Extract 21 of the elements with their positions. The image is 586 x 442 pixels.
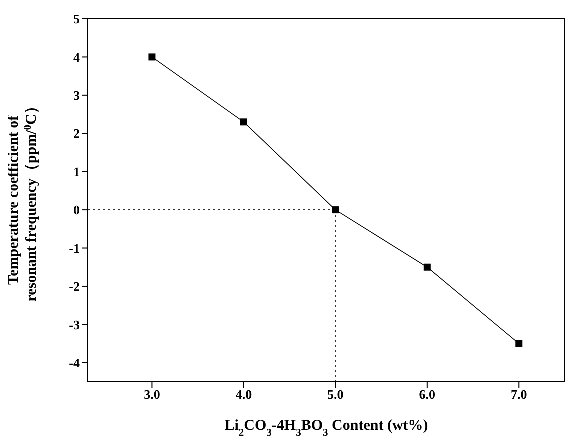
y-tick-label: 0 <box>74 202 80 218</box>
y-tick-label: 3 <box>74 88 80 104</box>
x-tick-label: 7.0 <box>511 387 528 402</box>
x-tick-label: 4.0 <box>236 387 252 402</box>
point <box>332 206 340 214</box>
y-tick-label: 4 <box>74 50 80 65</box>
text: Li$_{2}$CO$_{3}$-4H$_{3}$BO$_{3}$ Content (wt%) <box>224 418 428 438</box>
x-tick-label: 6.0 <box>419 387 436 402</box>
y-tick-label: -2 <box>69 279 80 294</box>
x-tick-label: 3.0 <box>144 387 160 402</box>
y-tick-label: -1 <box>69 240 80 256</box>
y-tick-label: -3 <box>69 317 80 332</box>
x-tick-label: 5.0 <box>328 387 344 402</box>
point <box>240 118 248 126</box>
y-tick-label: 2 <box>74 126 80 142</box>
point <box>148 54 156 61</box>
y-tick-label: -4 <box>69 356 80 371</box>
y-tick-label: 5 <box>74 12 80 27</box>
point <box>424 264 431 271</box>
y-tick-label: 1 <box>74 164 80 180</box>
point <box>516 340 523 348</box>
